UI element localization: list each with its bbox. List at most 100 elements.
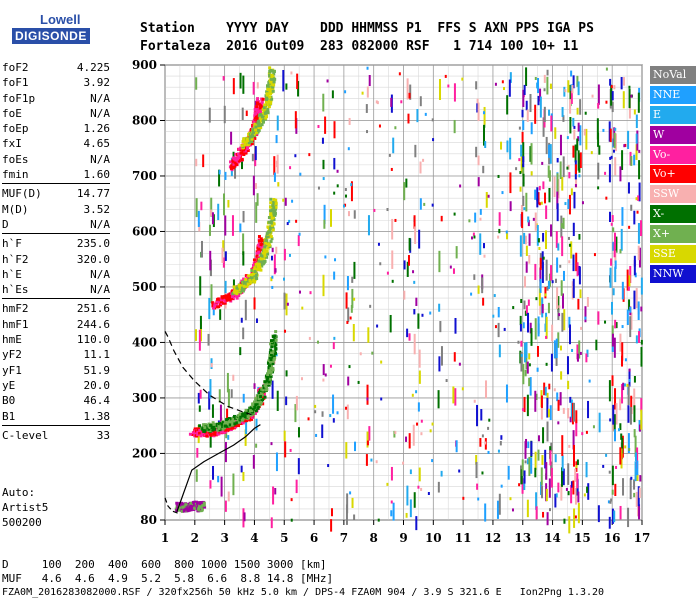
interference-streak <box>549 405 552 421</box>
echo-trace-point <box>242 286 246 290</box>
interference-streak <box>561 176 564 191</box>
param-value: 110.0 <box>76 333 110 347</box>
interference-streak <box>408 92 411 99</box>
interference-streak <box>522 322 525 329</box>
echo-trace-point <box>260 393 264 397</box>
interference-streak <box>570 481 573 488</box>
interference-streak <box>418 467 421 482</box>
echo-trace-point <box>269 77 273 81</box>
interference-streak <box>333 121 336 139</box>
noise-dot <box>581 201 584 205</box>
interference-streak <box>367 215 370 236</box>
interference-streak <box>638 504 641 520</box>
echo-trace-point <box>207 427 211 431</box>
noise-dot <box>551 280 554 284</box>
interference-streak <box>534 212 537 231</box>
interference-streak <box>454 317 457 334</box>
echo-trace-point <box>271 350 275 354</box>
noise-dot <box>624 445 627 449</box>
noise-dot <box>503 87 506 91</box>
interference-streak <box>612 241 615 251</box>
param-separator <box>2 183 110 185</box>
interference-streak <box>332 342 335 350</box>
interference-streak <box>587 483 590 500</box>
interference-streak <box>209 250 212 271</box>
interference-streak <box>560 467 563 487</box>
interference-streak <box>547 302 550 314</box>
interference-streak <box>576 138 579 151</box>
noise-dot <box>327 464 330 468</box>
noise-dot <box>579 351 582 355</box>
echo-trace-point <box>274 343 278 347</box>
interference-streak <box>633 255 636 276</box>
echo-trace-point <box>237 294 241 298</box>
interference-streak <box>609 78 612 86</box>
echo-trace-point <box>263 247 267 251</box>
lowell-digisonde-logo: Lowell DIGISONDE <box>2 6 122 56</box>
echo-trace-point <box>246 143 250 147</box>
echo-trace-point <box>272 210 276 214</box>
interference-streak <box>271 380 274 399</box>
noise-dot <box>349 491 352 495</box>
interference-streak <box>218 389 221 403</box>
interference-streak <box>221 247 224 263</box>
param-name: foF1 <box>2 76 29 90</box>
noise-dot <box>447 84 450 88</box>
echo-trace-point <box>269 372 273 376</box>
interference-streak <box>640 398 643 412</box>
noise-dot <box>605 453 608 457</box>
echo-trace-point <box>255 101 259 105</box>
interference-streak <box>629 316 632 338</box>
interference-streak <box>560 223 563 229</box>
echo-trace-point <box>215 305 219 309</box>
param-name: foE <box>2 106 22 120</box>
x-tick-label: 12 <box>485 531 502 545</box>
param-row: foEs N/A <box>2 152 110 167</box>
interference-streak <box>199 389 202 399</box>
interference-streak <box>539 267 542 282</box>
interference-streak <box>199 315 202 330</box>
interference-streak <box>525 305 528 314</box>
interference-streak <box>619 447 622 465</box>
noise-dot <box>458 469 461 473</box>
interference-streak <box>244 299 247 321</box>
noise-dot <box>400 100 403 104</box>
interference-streak <box>623 77 626 86</box>
interference-streak <box>542 181 545 190</box>
noise-dot <box>545 335 548 339</box>
echo-trace-point <box>220 295 224 299</box>
noise-dot <box>322 378 325 382</box>
interference-streak <box>611 375 614 386</box>
interference-streak <box>275 452 278 472</box>
interference-streak <box>545 136 548 155</box>
noise-dot <box>515 167 518 171</box>
interference-streak <box>567 463 570 485</box>
interference-streak <box>519 350 522 364</box>
interference-streak <box>208 391 211 410</box>
interference-streak <box>195 469 198 482</box>
interference-streak <box>440 346 443 366</box>
echo-trace-point <box>256 117 260 121</box>
noise-dot <box>497 449 500 453</box>
noise-dot <box>588 379 591 383</box>
interference-streak <box>438 303 441 312</box>
interference-streak <box>231 215 234 236</box>
interference-streak <box>596 118 599 140</box>
interference-streak <box>569 416 572 423</box>
interference-streak <box>196 447 199 458</box>
interference-streak <box>612 404 615 425</box>
interference-streak <box>242 233 245 256</box>
echo-trace-point <box>262 106 266 110</box>
parameter-panel: foF2 4.225 foF1 3.92 foF1p N/A foE N/A foEp 1.26 f… <box>2 60 110 443</box>
echo-trace-point <box>231 422 235 426</box>
echo-trace-point <box>250 133 254 137</box>
interference-streak <box>507 465 510 480</box>
echo-trace-point <box>239 151 243 155</box>
interference-streak <box>273 156 276 175</box>
noise-dot <box>559 264 562 268</box>
echo-trace-point <box>211 306 215 310</box>
interference-streak <box>222 240 225 252</box>
echo-trace-point <box>263 395 267 399</box>
noise-dot <box>509 497 512 501</box>
interference-streak <box>544 449 547 469</box>
